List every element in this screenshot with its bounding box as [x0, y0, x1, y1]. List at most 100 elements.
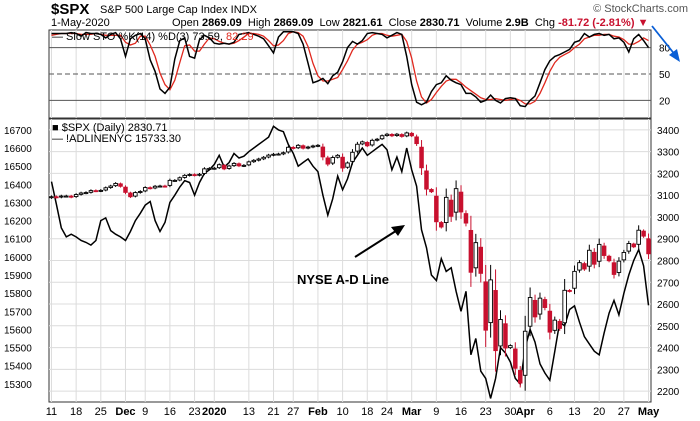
open-label: Open: [172, 17, 199, 29]
annotation-arrow-line: [354, 228, 400, 258]
spx-candle-body: [177, 177, 183, 181]
spx-candle-body: [419, 146, 424, 169]
spx-candle-body: [276, 153, 281, 156]
x-tick-label: 16: [164, 406, 176, 418]
price-legend-name: ■ $SPX (Daily): [52, 122, 128, 134]
close-label: Close: [388, 17, 417, 29]
adline-ytick-left: 15600: [4, 325, 32, 336]
x-tick-label: Dec: [115, 406, 135, 418]
spx-candle-body: [592, 251, 597, 265]
spx-candle-body: [261, 156, 266, 160]
adline-ytick-left: 15300: [4, 380, 32, 391]
spx-candle-body: [226, 165, 232, 169]
x-tick-label: 18: [70, 406, 82, 418]
x-tick-label: Feb: [308, 406, 328, 418]
chg-label: Chg: [534, 17, 555, 29]
adline-ytick-left: 15800: [4, 289, 32, 300]
spx-candle-body: [374, 138, 380, 141]
spx-candle-body: [478, 246, 484, 274]
x-tick-label: 9: [433, 406, 439, 418]
spx-candle-body: [68, 195, 74, 198]
spx-candle-body: [577, 262, 582, 271]
spx-candle-body: [414, 136, 419, 145]
x-tick-label: 10: [336, 406, 348, 418]
spx-candle-body: [404, 132, 409, 137]
stoch-legend: — Slow STO %K(14) %D(3) 73.59, 82.29: [52, 31, 254, 43]
adline-ytick-left: 16500: [4, 162, 32, 173]
low-label: Low: [319, 17, 340, 29]
spx-candle-body: [641, 230, 646, 237]
price-ytick-right: 3000: [657, 213, 680, 224]
spx-candle-body: [236, 163, 242, 167]
spx-candle-body: [522, 330, 528, 376]
spx-candle-body: [256, 158, 261, 161]
close-value: 2830.71: [419, 17, 460, 29]
stoch-ytick-label: 50: [659, 70, 671, 81]
spx-candle-body: [463, 213, 469, 224]
price-ytick-right: 3200: [657, 169, 680, 180]
spx-candle-body: [291, 146, 296, 149]
spx-candle-body: [295, 144, 301, 149]
spx-candle-body: [439, 222, 444, 228]
spx-candle-body: [138, 191, 143, 193]
spx-candle-body: [305, 146, 311, 149]
stoch-legend-k-value: 73.59,: [192, 31, 226, 43]
price-ytick-right: 2900: [657, 235, 680, 246]
spx-candle-body: [142, 187, 148, 192]
spx-candle-body: [384, 133, 390, 136]
chg-down-triangle-icon: ▼: [637, 17, 649, 29]
spx-candle-body: [221, 164, 227, 170]
spx-candle-body: [409, 132, 414, 137]
spx-candle-body: [424, 170, 429, 190]
x-tick-label: Apr: [516, 406, 536, 418]
low-value: 2821.61: [342, 17, 383, 29]
spx-candle-body: [345, 162, 350, 168]
spx-candle-body: [483, 281, 488, 331]
x-tick-label: 16: [455, 406, 467, 418]
adline-ytick-left: 15900: [4, 271, 32, 282]
spx-candle-body: [78, 192, 84, 195]
spx-candle-body: [271, 153, 276, 156]
x-tick-label: 27: [287, 406, 299, 418]
spx-candle-body: [202, 168, 207, 174]
spx-candle-body: [212, 167, 217, 170]
open-value: 2869.09: [201, 17, 242, 29]
spx-candle-body: [429, 189, 434, 193]
stoch-ytick-label: 20: [659, 96, 671, 107]
spx-candle-body: [572, 270, 577, 289]
spx-candle-body: [389, 134, 395, 137]
high-label: High: [247, 17, 271, 29]
spx-candle-body: [49, 196, 54, 199]
spx-candle-body: [606, 255, 612, 262]
spx-candle-body: [103, 187, 108, 191]
x-tick-label: Mar: [402, 406, 422, 418]
spx-candle-body: [527, 297, 533, 327]
price-ytick-right: 2800: [657, 257, 680, 268]
spx-candle-body: [325, 157, 331, 165]
spx-candle-body: [360, 141, 365, 145]
adline-ytick-left: 16300: [4, 198, 32, 209]
stockcharts-credit[interactable]: © StockCharts.com: [593, 3, 688, 15]
annotation-layer: NYSE A-D Line: [297, 25, 680, 287]
spx-candle-body: [468, 229, 474, 273]
spx-candle-body: [286, 146, 291, 153]
price-ytick-right: 2700: [657, 278, 680, 289]
spx-candle-body: [631, 243, 636, 248]
spx-candle-body: [207, 167, 212, 170]
price-ytick-right: 3400: [657, 126, 680, 137]
price-legend-value: 2830.71: [128, 122, 168, 134]
spx-candle-body: [562, 289, 567, 324]
adline-ytick-left: 15500: [4, 344, 32, 355]
ticker-symbol: $SPX: [51, 1, 90, 18]
high-value: 2869.09: [273, 17, 314, 29]
x-tick-label: 13: [568, 406, 580, 418]
spx-candle-body: [147, 187, 153, 190]
price-panel: 2200 2300 2400 2500 2600 2700 2800 2900 3000 3100…: [4, 118, 680, 403]
x-tick-label: 30: [504, 406, 516, 418]
spx-candle-body: [636, 229, 641, 245]
spx-candle-body: [310, 145, 316, 148]
spx-candle-body: [320, 146, 326, 158]
spx-candle-body: [330, 157, 335, 164]
spx-candle-body: [611, 262, 617, 275]
spx-candle-body: [266, 154, 271, 158]
